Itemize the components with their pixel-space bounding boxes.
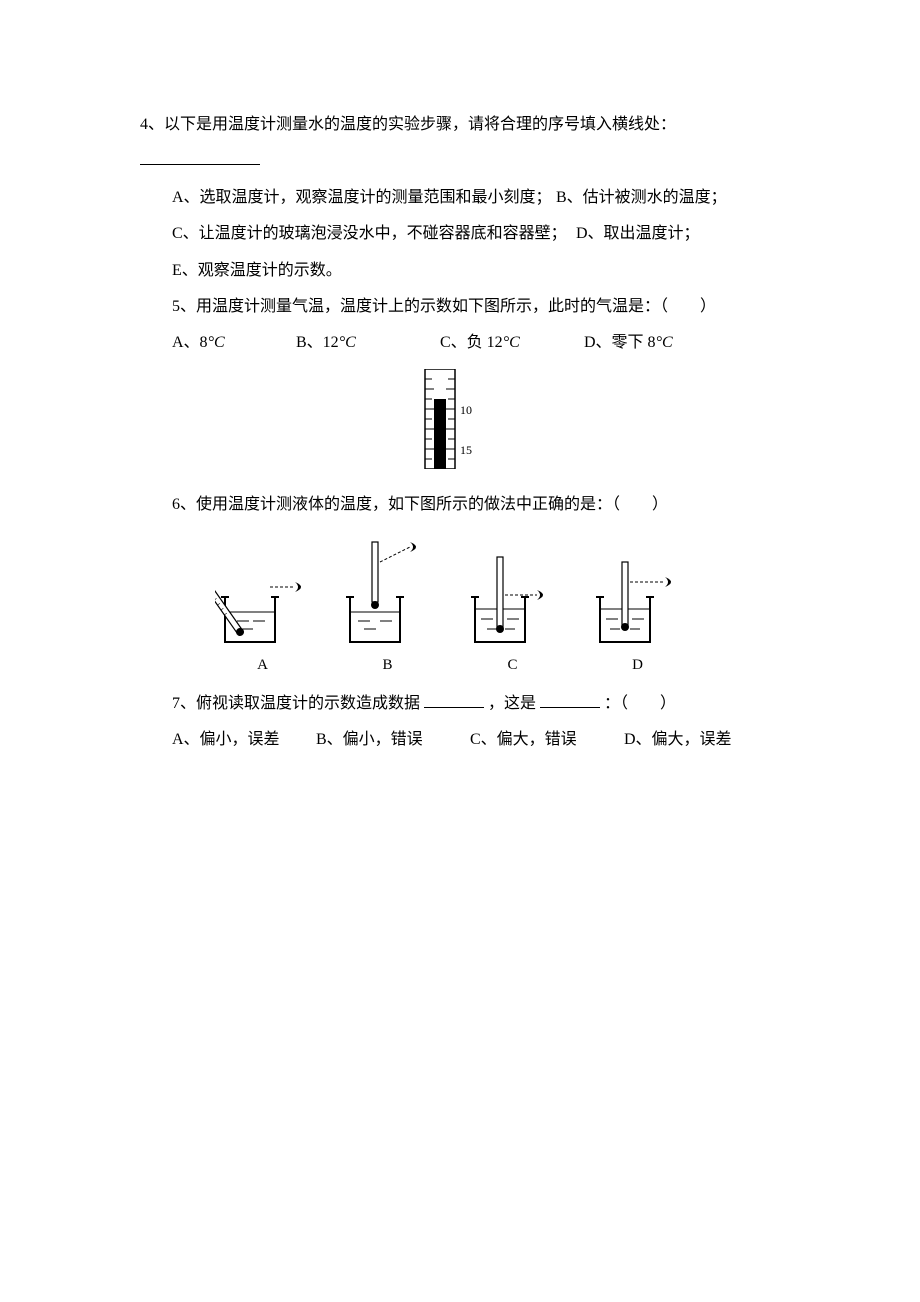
q4-opt-e: E、观察温度计的示数。: [172, 256, 342, 286]
q6-label-a: A: [257, 651, 268, 680]
q4-blank: [140, 149, 260, 165]
q4-stem-text: 4、以下是用温度计测量水的温度的实验步骤，请将合理的序号填入横线处：: [140, 116, 676, 133]
q4-opt-a: A、选取温度计，观察温度计的测量范围和最小刻度；: [172, 183, 552, 213]
beaker-b-svg: [340, 537, 435, 647]
q5-opt-a: A、8°C: [172, 328, 292, 358]
q6-fig-a: A: [215, 537, 310, 680]
q7-opt-c: C、偏大，错误: [470, 725, 620, 755]
q4-row-ab: A、选取温度计，观察温度计的测量范围和最小刻度； B、估计被测水的温度；: [172, 183, 760, 213]
thermo-label-10: 10: [460, 403, 472, 417]
q7-stem: 7、俯视读取温度计的示数造成数据 ，这是 ：（ ）: [172, 689, 760, 719]
beaker-a-svg: [215, 537, 310, 647]
q7-opts: A、偏小，误差 B、偏小，错误 C、偏大，错误 D、偏大，误差: [172, 725, 760, 755]
q4-row-e: E、观察温度计的示数。: [172, 256, 760, 286]
q5-opt-c: C、负 12°C: [440, 328, 580, 358]
q7-opt-b: B、偏小，错误: [316, 725, 466, 755]
q4-stem: 4、以下是用温度计测量水的温度的实验步骤，请将合理的序号填入横线处：: [140, 110, 760, 140]
beaker-d-svg: [590, 537, 685, 647]
q6-figures: A B: [140, 537, 760, 680]
thermo-label-15: 15: [460, 443, 472, 457]
q4-opt-d: D、取出温度计；: [576, 219, 700, 249]
q4-opt-c: C、让温度计的玻璃泡浸没水中，不碰容器底和容器壁；: [172, 219, 572, 249]
q7-stem-c: ：（ ）: [604, 695, 676, 712]
q5-opt-b: B、12°C: [296, 328, 436, 358]
q7-opt-a: A、偏小，误差: [172, 725, 312, 755]
q6-stem: 6、使用温度计测液体的温度，如下图所示的做法中正确的是：（ ）: [172, 490, 760, 520]
q5-stem-text: 5、用温度计测量气温，温度计上的示数如下图所示，此时的气温是：（ ）: [172, 298, 716, 315]
q4-row-cd: C、让温度计的玻璃泡浸没水中，不碰容器底和容器壁； D、取出温度计；: [172, 219, 760, 249]
q5-figure: 10 15: [140, 369, 760, 480]
q4-opt-b: B、估计被测水的温度；: [556, 183, 727, 213]
q5-opts: A、8°C B、12°C C、负 12°C D、零下 8°C: [172, 328, 760, 358]
q6-fig-c: C: [465, 537, 560, 680]
thermometer-figure: 10 15: [385, 369, 515, 469]
q5-opt-d: D、零下 8°C: [584, 328, 673, 358]
q6-fig-b: B: [340, 537, 435, 680]
q4-blank-line: [140, 146, 760, 176]
q7-opt-d: D、偏大，误差: [624, 725, 732, 755]
q7-stem-b: ，这是: [488, 695, 536, 712]
q7-blank-1: [424, 692, 484, 708]
beaker-c-svg: [465, 537, 560, 647]
q6-label-d: D: [632, 651, 643, 680]
q7-stem-a: 7、俯视读取温度计的示数造成数据: [172, 695, 420, 712]
q5-stem: 5、用温度计测量气温，温度计上的示数如下图所示，此时的气温是：（ ）: [172, 292, 760, 322]
q6-label-c: C: [507, 651, 517, 680]
q7-blank-2: [540, 692, 600, 708]
q6-stem-text: 6、使用温度计测液体的温度，如下图所示的做法中正确的是：（ ）: [172, 496, 668, 513]
q6-label-b: B: [382, 651, 392, 680]
q6-fig-d: D: [590, 537, 685, 680]
